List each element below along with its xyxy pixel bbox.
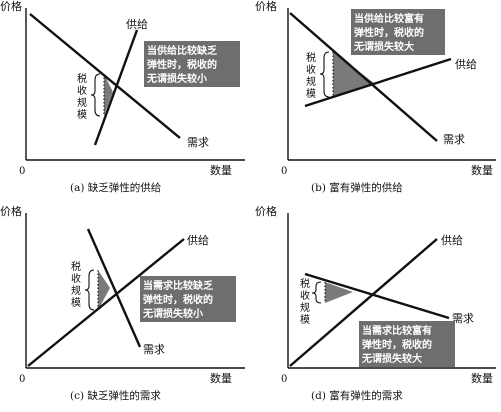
svg-text:税: 税 <box>306 51 316 64</box>
svg-text:税: 税 <box>77 72 87 85</box>
annotation-box: 当需求比较富有 弹性时，税收的 无谓损失较大 <box>359 321 455 367</box>
supply-label: 供给 <box>455 57 477 71</box>
x-axis-label: 数量 <box>471 372 493 385</box>
annotation-box: 当供给比较富有 弹性时，税收的 无谓损失较大 <box>351 9 445 55</box>
supply-label: 供给 <box>187 233 209 247</box>
tax-size-label: 税 收 规 模 <box>77 72 87 121</box>
annotation-box: 当需求比较缺乏 弹性时，税收的 无谓损失较小 <box>140 276 236 322</box>
y-axis-label: 价格 <box>255 0 277 13</box>
svg-text:当需求比较缺乏: 当需求比较缺乏 <box>143 279 213 292</box>
svg-text:模: 模 <box>300 314 310 326</box>
y-axis-label: 价格 <box>0 204 22 218</box>
demand-label: 需求 <box>187 136 209 149</box>
panel-caption: (c) 缺乏弹性的需求 <box>70 389 161 402</box>
supply-label: 供给 <box>441 233 463 247</box>
svg-text:弹性时，税收的: 弹性时，税收的 <box>354 26 424 39</box>
svg-text:无谓损失较小: 无谓损失较小 <box>142 307 203 320</box>
tax-brace <box>319 51 330 98</box>
supply-curve <box>93 29 139 146</box>
svg-text:模: 模 <box>77 109 87 121</box>
origin-label: 0 <box>19 374 25 385</box>
svg-text:模: 模 <box>71 297 81 309</box>
origin-label: 0 <box>281 166 287 177</box>
y-axis-label: 价格 <box>0 0 22 13</box>
x-axis-label: 数量 <box>210 164 232 177</box>
svg-text:规: 规 <box>77 96 87 109</box>
supply-curve <box>304 57 452 108</box>
origin-label: 0 <box>281 374 287 385</box>
svg-text:无谓损失较大: 无谓损失较大 <box>361 352 422 365</box>
annotation-box: 当供给比较缺乏 弹性时，税收的 无谓损失较小 <box>144 41 240 87</box>
y-axis-label: 价格 <box>255 204 277 218</box>
svg-text:弹性时，税收的: 弹性时，税收的 <box>147 58 217 71</box>
deadweight-loss-area <box>325 282 353 303</box>
tax-size-label: 税 收 规 模 <box>306 51 316 100</box>
svg-text:当需求比较富有: 当需求比较富有 <box>362 324 432 337</box>
demand-label: 需求 <box>452 312 474 325</box>
svg-text:收: 收 <box>77 84 87 97</box>
panel-c: 价格 0 数量 供给 需求 税 收 规 模 当需求比较缺乏 弹性时，税收的 无谓… <box>0 204 245 402</box>
demand-curve <box>86 228 142 348</box>
svg-text:税: 税 <box>300 277 310 290</box>
tax-brace <box>311 281 322 304</box>
tax-brace <box>90 73 101 117</box>
demand-curve <box>29 13 181 139</box>
deadweight-loss-area <box>104 74 113 116</box>
demand-curve <box>289 12 438 142</box>
demand-label: 需求 <box>443 133 465 146</box>
svg-text:收: 收 <box>300 289 310 302</box>
demand-curve <box>304 272 450 320</box>
x-axis-label: 数量 <box>471 164 493 177</box>
svg-text:无谓损失较小: 无谓损失较小 <box>146 72 207 85</box>
deadweight-loss-area <box>333 52 374 97</box>
tax-size-label: 税 收 规 模 <box>71 260 81 309</box>
supply-label: 供给 <box>126 17 148 31</box>
svg-text:税: 税 <box>71 260 81 273</box>
panel-caption: (b) 富有弹性的供给 <box>311 181 403 194</box>
demand-label: 需求 <box>143 343 165 356</box>
x-axis-label: 数量 <box>210 372 232 385</box>
supply-curve <box>27 238 185 367</box>
svg-text:弹性时，税收的: 弹性时，税收的 <box>143 293 213 306</box>
panel-caption: (a) 缺乏弹性的供给 <box>70 181 162 194</box>
svg-text:当供给比较富有: 当供给比较富有 <box>354 12 424 25</box>
panel-d: 价格 0 数量 供给 需求 税 收 规 模 当需求比较富有 弹性时，税收的 无谓… <box>255 204 496 402</box>
svg-text:无谓损失较大: 无谓损失较大 <box>353 40 414 53</box>
supply-curve <box>289 238 438 367</box>
svg-text:弹性时，税收的: 弹性时，税收的 <box>362 338 432 351</box>
tax-size-label: 税 收 规 模 <box>300 277 310 326</box>
svg-text:规: 规 <box>306 75 316 88</box>
panel-b: 价格 0 数量 供给 需求 税 收 规 模 当供给比较富有 弹性时，税收的 无谓… <box>255 0 496 194</box>
svg-text:规: 规 <box>71 284 81 297</box>
svg-text:模: 模 <box>306 88 316 100</box>
deadweight-loss-area <box>98 270 110 310</box>
svg-text:当供给比较缺乏: 当供给比较缺乏 <box>147 44 217 57</box>
svg-text:收: 收 <box>306 63 316 76</box>
svg-text:规: 规 <box>300 301 310 314</box>
tax-brace <box>84 269 95 311</box>
panel-caption: (d) 富有弹性的需求 <box>311 389 403 402</box>
origin-label: 0 <box>19 166 25 177</box>
svg-text:收: 收 <box>71 272 81 285</box>
panel-a: 价格 0 数量 供给 需求 税 收 规 模 当供给比较缺乏 弹性时，税收的 无谓… <box>0 0 245 194</box>
